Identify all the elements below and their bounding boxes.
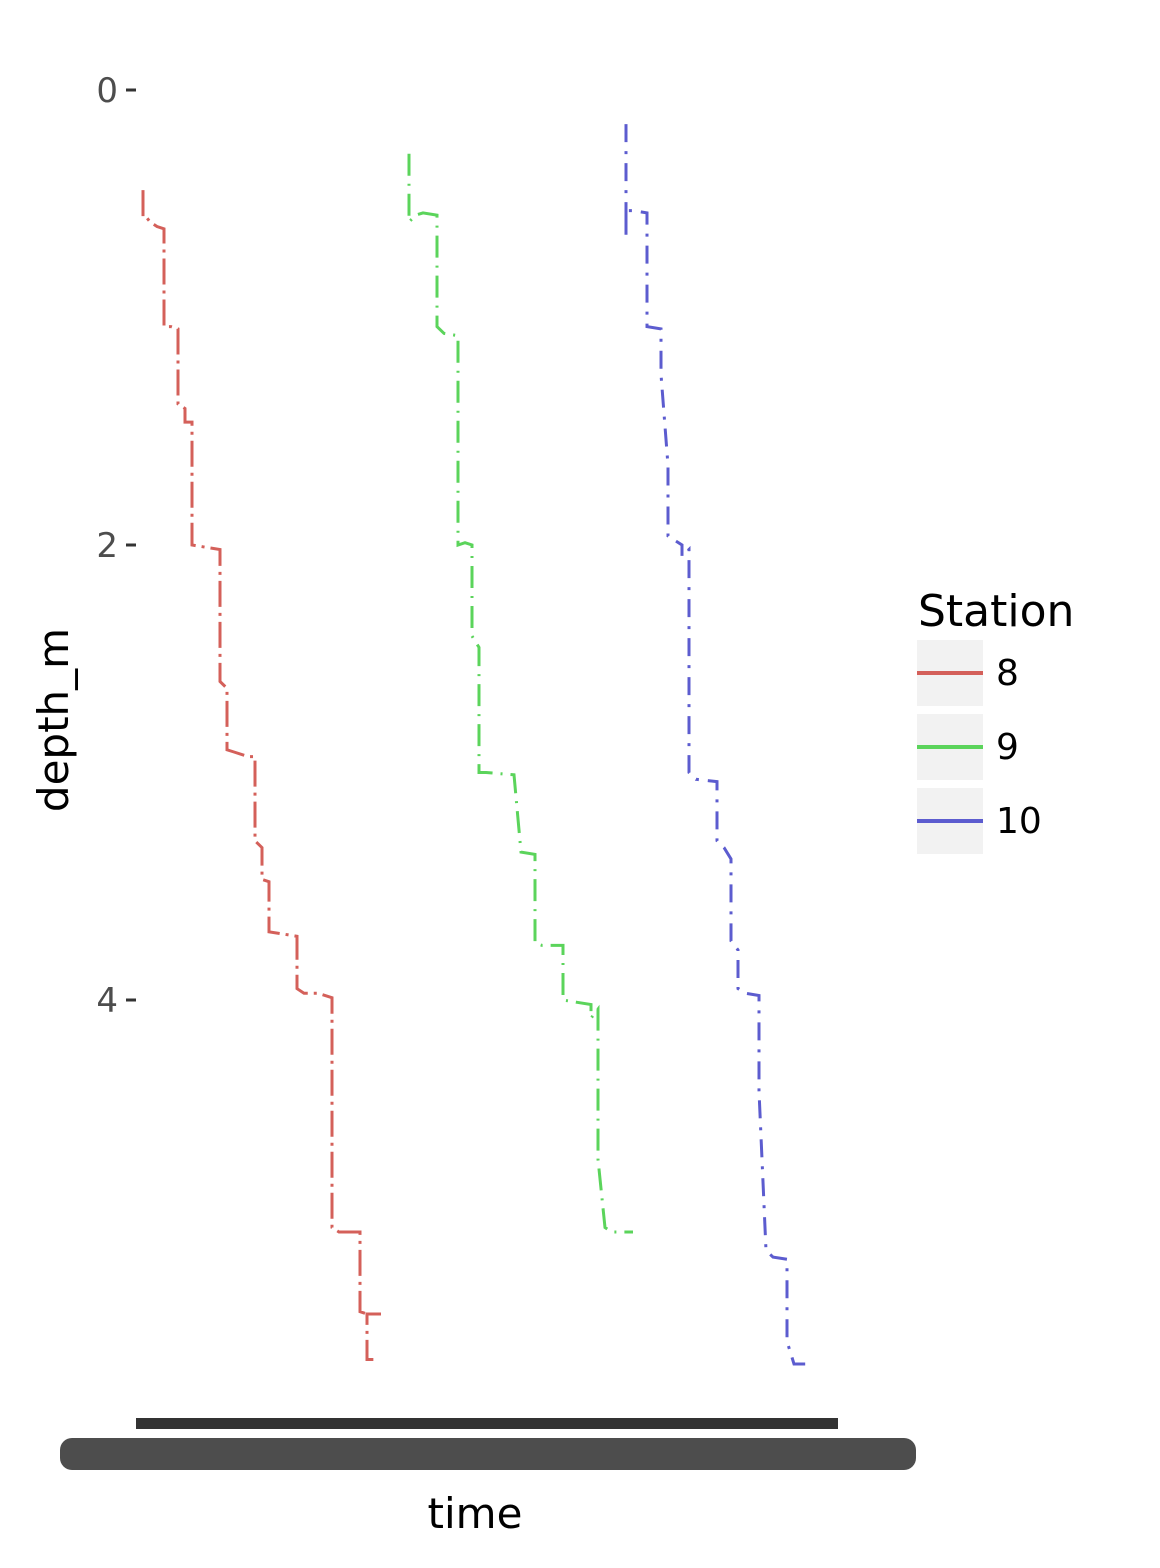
x-axis-overplotted-tick-labels: [60, 1438, 916, 1470]
legend: Station 8 9 10: [917, 586, 1074, 854]
series-line-station-10: [624, 124, 808, 1366]
x-axis-title: time: [428, 1489, 523, 1538]
x-axis: [60, 1418, 916, 1470]
legend-item-station-10: 10: [917, 788, 1042, 854]
y-tick-label-4: 4: [96, 981, 118, 1021]
y-tick-label-2: 2: [96, 526, 118, 566]
y-axis: 0 2 4: [96, 71, 136, 1021]
series-layer: [141, 124, 808, 1366]
x-axis-overplotted-ticks: [136, 1418, 838, 1429]
legend-label-station-9: 9: [996, 727, 1019, 768]
y-axis-title: depth_m: [29, 628, 78, 812]
y-tick-label-0: 0: [96, 71, 118, 111]
legend-item-station-9: 9: [917, 714, 1019, 780]
series-line-station-8: [141, 190, 381, 1361]
legend-title: Station: [918, 586, 1074, 637]
legend-label-station-8: 8: [996, 653, 1019, 694]
legend-item-station-8: 8: [917, 640, 1019, 706]
legend-label-station-10: 10: [996, 801, 1042, 842]
series-line-station-9: [407, 153, 633, 1234]
